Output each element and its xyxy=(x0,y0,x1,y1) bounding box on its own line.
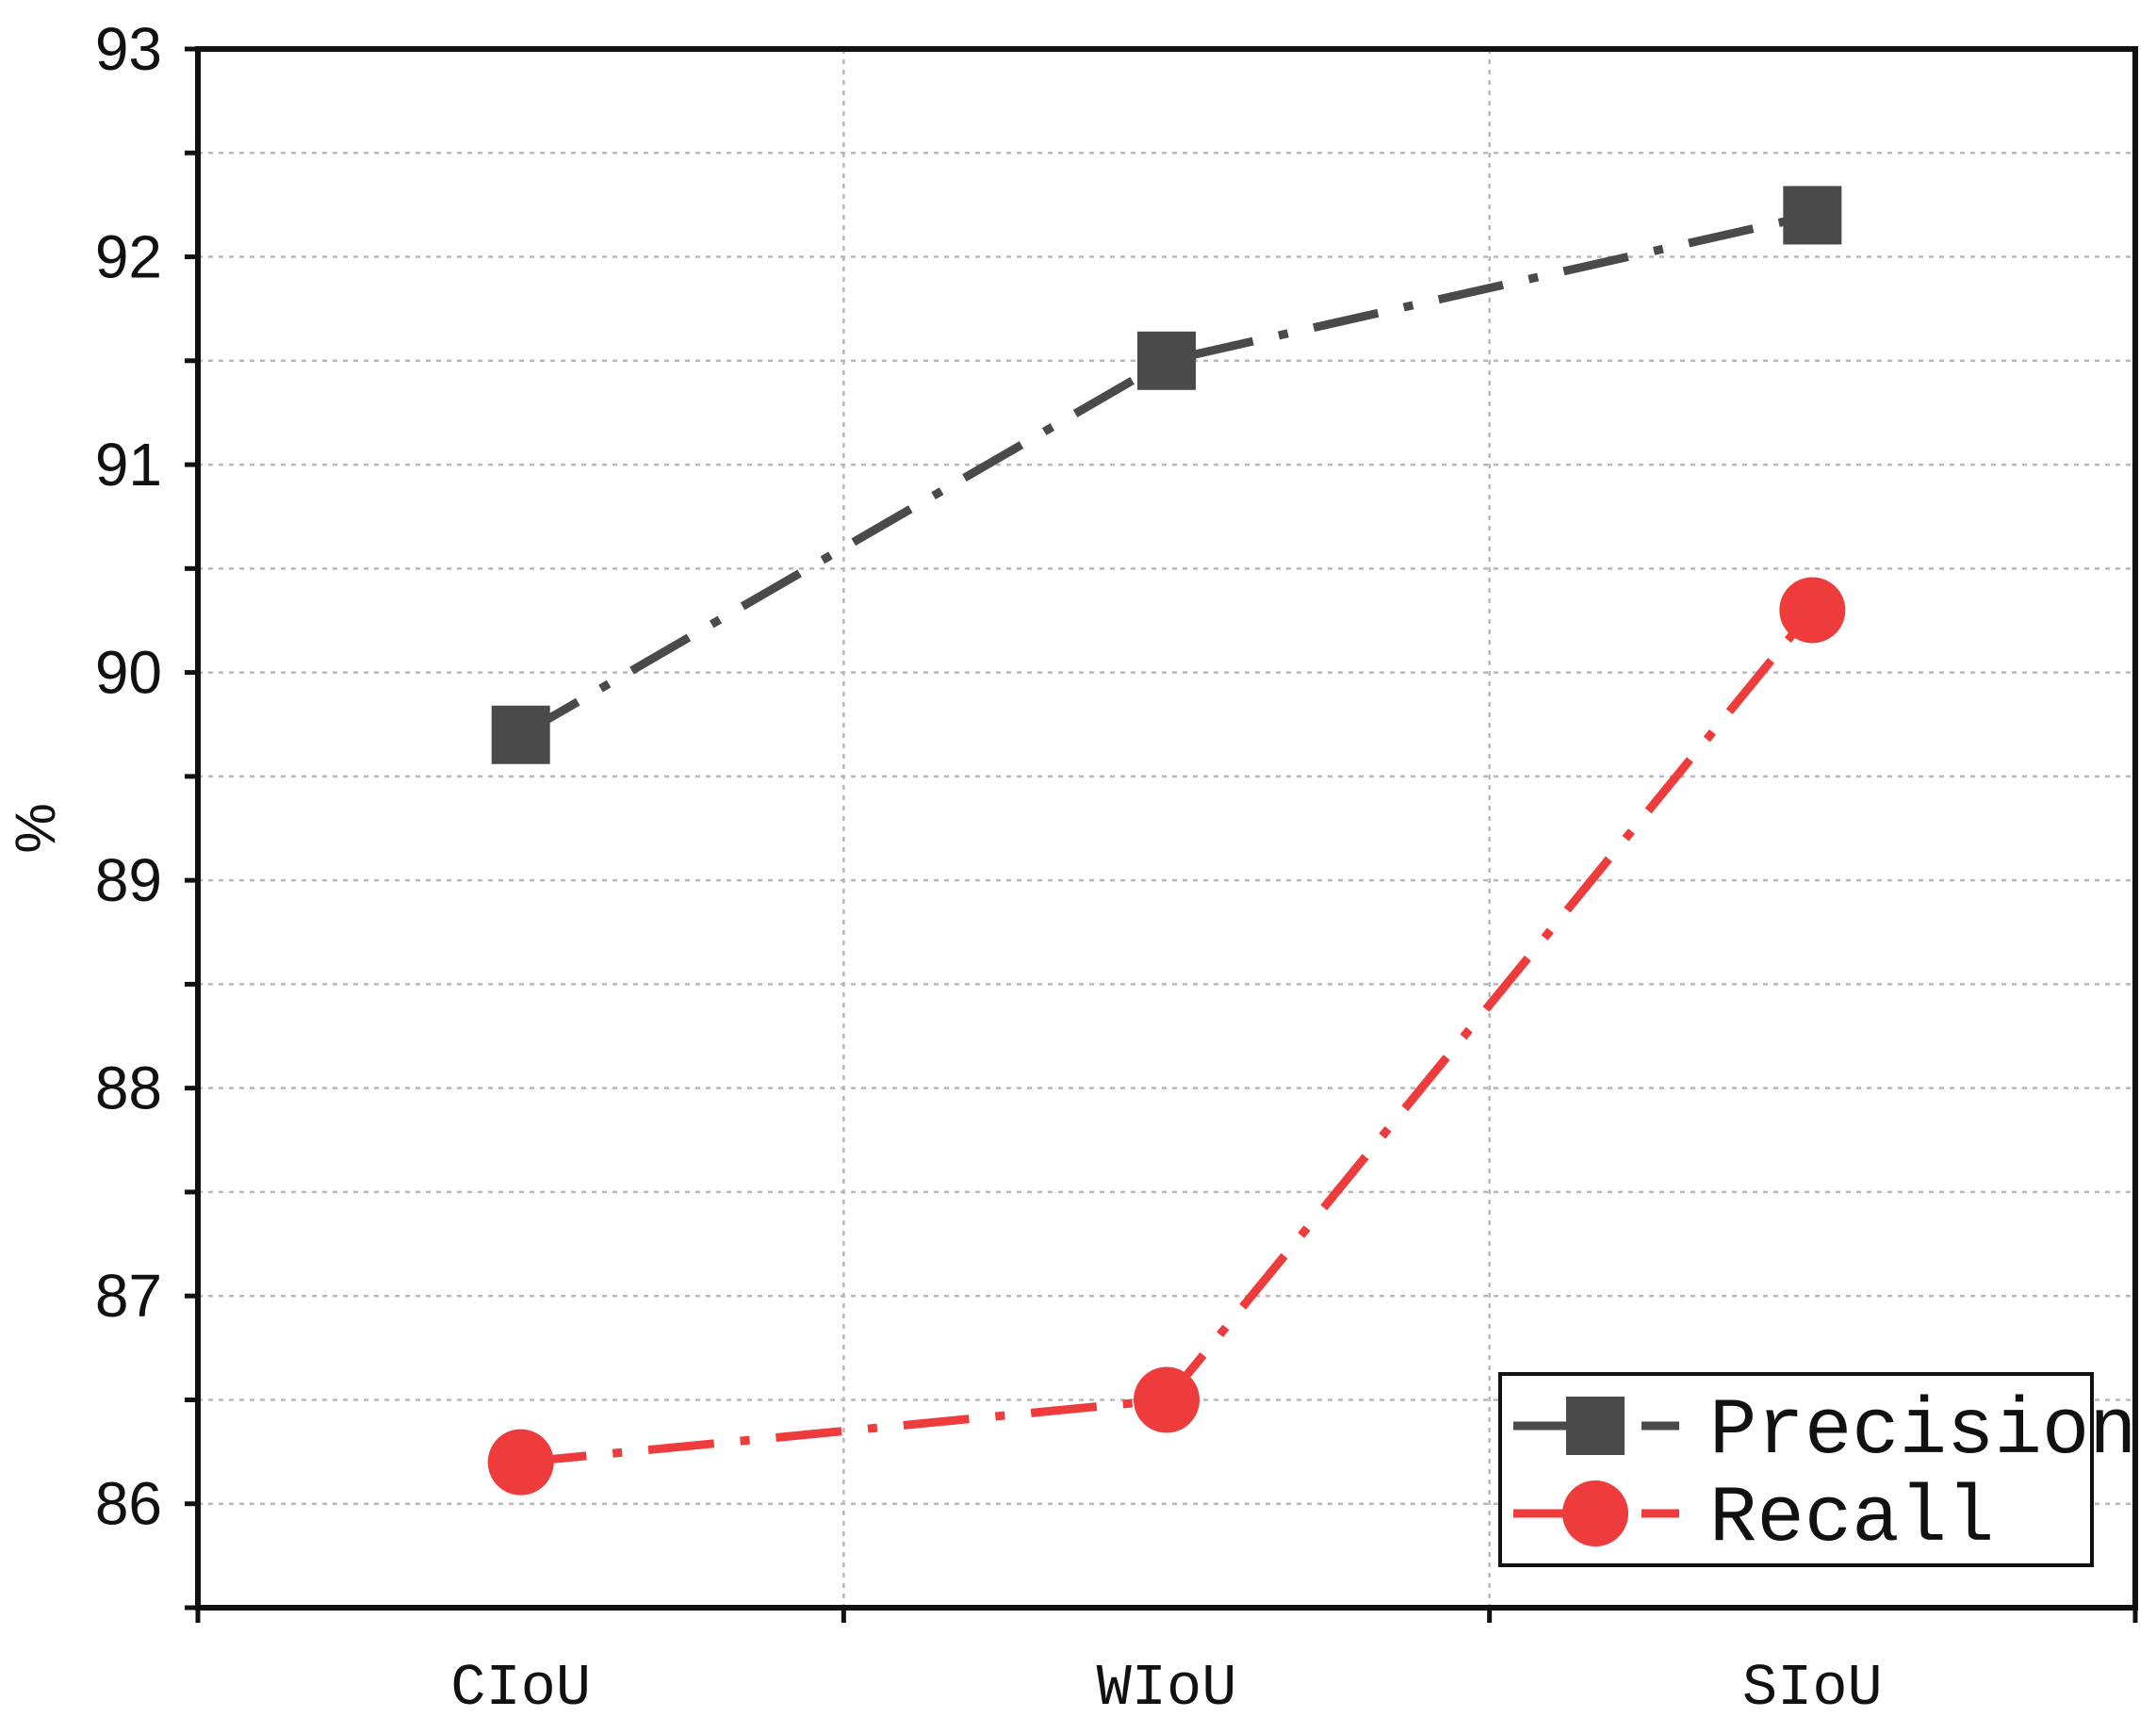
legend-marker-square xyxy=(1566,1397,1625,1455)
y-tick-label: 93 xyxy=(95,15,162,83)
y-tick-label: 92 xyxy=(95,223,162,291)
data-point-circle xyxy=(487,1429,554,1496)
y-tick-label: 90 xyxy=(95,639,162,707)
y-tick-label: 89 xyxy=(95,846,162,914)
series-precision xyxy=(491,186,1842,764)
series-line xyxy=(518,211,1814,739)
y-tick-label: 88 xyxy=(95,1055,162,1122)
plot-frame xyxy=(195,46,2138,1611)
x-tick-label: WIoU xyxy=(1097,1655,1237,1717)
axes: 86 87 88 89 90 91 92 93 CIoU WIoU SIoU% xyxy=(4,15,2138,1717)
series-recall xyxy=(487,577,1846,1496)
series-group xyxy=(487,186,1846,1496)
y-axis-title: % xyxy=(4,803,67,853)
x-tick-label: SIoU xyxy=(1742,1655,1883,1717)
legend-item-recall: Recall xyxy=(1513,1475,1994,1564)
y-tick-label: 91 xyxy=(95,431,162,499)
y-tick-label: 86 xyxy=(95,1470,162,1538)
legend-item-precision: Precision xyxy=(1513,1387,2137,1477)
legend-label: Precision xyxy=(1709,1387,2137,1477)
x-tick-label: CIoU xyxy=(450,1655,591,1717)
legend-label: Recall xyxy=(1709,1475,1994,1564)
legend-marker-circle xyxy=(1562,1480,1628,1546)
data-point-circle xyxy=(1134,1366,1200,1433)
y-tick-label: 87 xyxy=(95,1262,162,1330)
data-point-circle xyxy=(1779,577,1846,644)
series-line xyxy=(520,607,1816,1467)
data-point-square xyxy=(1783,186,1842,245)
data-point-square xyxy=(491,705,550,764)
data-point-square xyxy=(1137,331,1196,390)
